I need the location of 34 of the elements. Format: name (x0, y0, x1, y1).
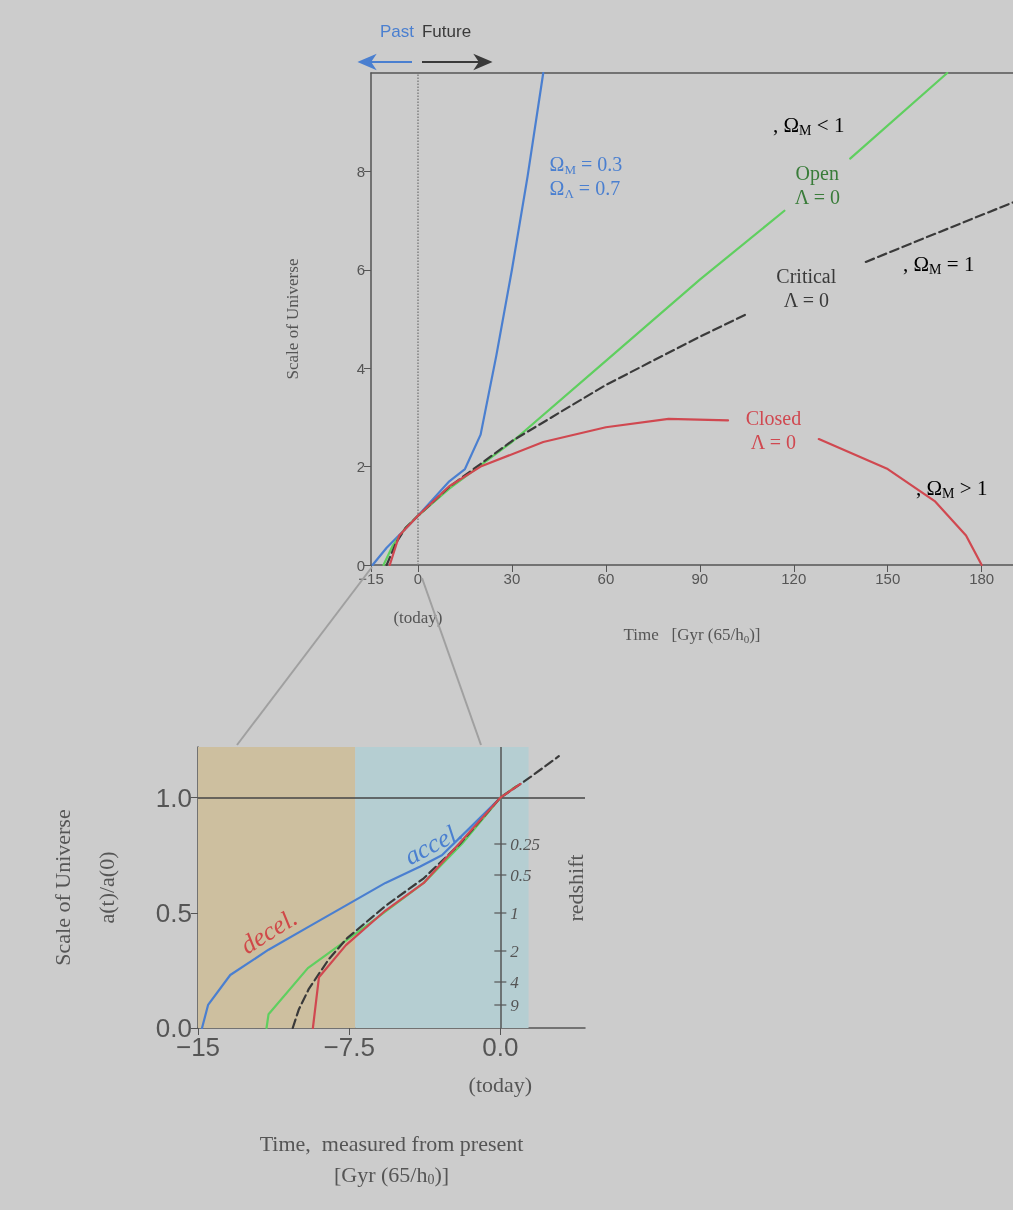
annotation: 2 (510, 941, 520, 961)
y-tick-label: 6 (356, 261, 365, 279)
series-label: Open Λ = 0 (794, 161, 840, 208)
x-tick-label: 120 (781, 570, 807, 587)
y-tick-label: 0.5 (155, 897, 192, 928)
series-label: Closed Λ = 0 (745, 406, 802, 453)
y-tick-label: 4 (356, 359, 365, 377)
series-label: Critical Λ = 0 (776, 265, 837, 311)
x-tick-label: 0 (413, 570, 423, 587)
x-tick-label: 0.0 (482, 1032, 519, 1062)
y2-axis-title: redshift (562, 854, 588, 922)
annotation: 0.5 (510, 865, 532, 885)
band-label: accel. (399, 816, 468, 871)
text: (today) (468, 1071, 533, 1097)
y-axis-title: Scale of Universe (282, 258, 302, 380)
x-tick-label: 150 (875, 570, 901, 587)
annotation: 0.25 (510, 834, 541, 854)
x-axis-title: Time, measured from present [Gyr (65/h0)] (259, 1130, 524, 1188)
annotation: 9 (510, 995, 520, 1015)
x-tick-label: −7.5 (323, 1032, 375, 1062)
x-tick-label: 30 (503, 570, 521, 587)
x-tick-label: 180 (969, 570, 995, 587)
y-tick-label: 8 (356, 162, 365, 180)
annotation: 1 (510, 903, 519, 923)
annotation: 4 (510, 972, 520, 992)
y-axis-title: Scale of Universe a(t)/a(0) (49, 809, 119, 966)
x-tick-label: 60 (597, 570, 615, 587)
text: Past (379, 21, 415, 41)
x-tick-label: 90 (691, 570, 709, 587)
text: Future (421, 21, 472, 41)
y-tick-label: 2 (356, 458, 365, 476)
band-label: decel. (235, 902, 303, 960)
text: (today) (393, 607, 443, 627)
y-tick-label: 1.0 (155, 782, 192, 813)
